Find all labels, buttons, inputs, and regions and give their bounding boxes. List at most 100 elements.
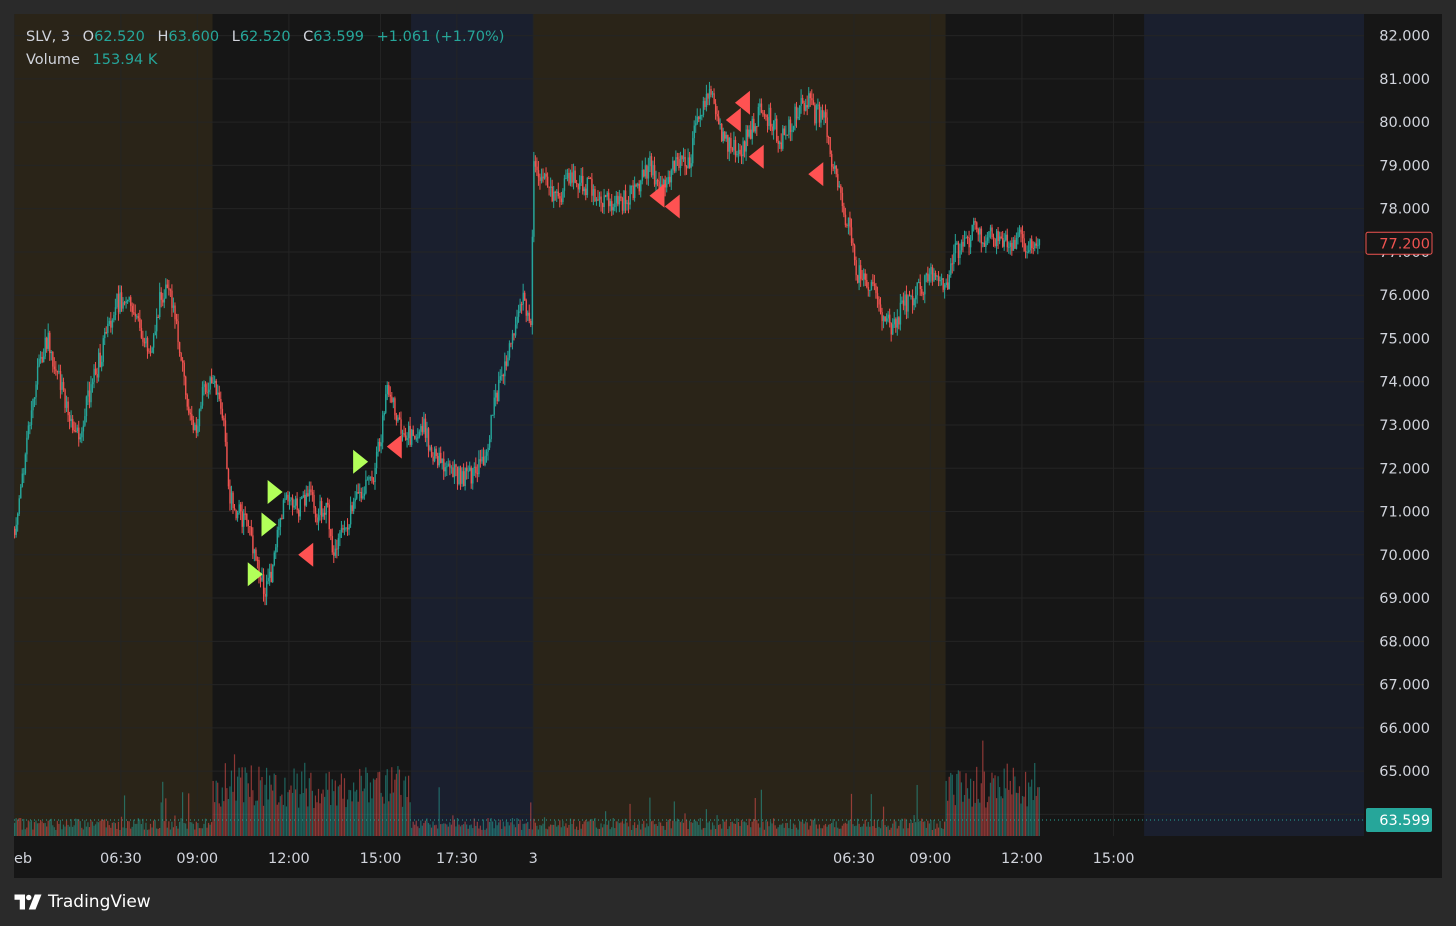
volume-bar [656,826,659,836]
candle-body [395,415,398,421]
volume-bar [835,821,837,836]
candle-body [574,170,576,184]
candle-body [898,317,900,325]
candle-body [56,370,59,373]
candle-body [517,311,520,317]
volume-bar [157,828,159,836]
high-key: H [157,29,169,45]
candle-body [620,196,622,199]
chart-frame[interactable]: 82.00081.00080.00079.00078.00077.00076.0… [14,14,1442,878]
candle-body [510,343,512,345]
volume-bar [571,823,573,836]
candle-body [114,307,117,316]
volume-bar [980,783,982,836]
candle-body [714,103,717,115]
price-chart[interactable]: 82.00081.00080.00079.00078.00077.00076.0… [14,14,1442,878]
candle-body [356,492,358,499]
volume-bar [966,788,969,836]
candle-body [699,115,702,120]
candle-body [911,296,914,306]
candle-body [443,458,445,472]
volume-bar [23,818,25,836]
volume-bar [756,819,758,836]
candle-body [889,314,891,324]
candle-body [203,384,205,387]
candle-body [180,352,182,361]
volume-bar [750,827,752,836]
volume-bar [340,773,343,836]
candle-body [915,295,917,300]
volume-bar [901,818,903,836]
volume-bar [392,792,394,836]
volume-bar [212,780,214,836]
volume-bar [365,767,367,836]
candle-body [142,337,144,342]
volume-bar [218,803,220,836]
volume-bar [640,829,642,836]
candle-body [35,384,37,398]
candle-body [643,170,645,177]
volume-bar [331,779,333,836]
volume-bar [905,819,908,836]
candle-body [876,293,879,300]
candle-body [638,183,641,192]
candle-body [327,502,329,505]
brand[interactable]: TradingView [14,890,151,914]
candle-body [1018,229,1021,233]
volume-bar [308,778,310,836]
time-tick-label: 15:00 [1093,851,1135,867]
volume-bar [372,778,375,836]
candle-body [696,116,699,124]
candle-body [435,448,437,457]
candle-body [224,420,227,442]
candle-body [259,577,262,581]
volume-bar [325,773,327,836]
candle-body [777,141,779,144]
volume-bar [44,822,46,836]
candle-body [1000,236,1002,239]
candle-body [612,207,615,211]
candle-body [293,505,295,508]
volume-bar [307,806,309,836]
volume-bar [411,827,413,836]
candle-body [360,491,363,499]
volume-bar [611,827,613,836]
candle-body [354,498,356,502]
candle-body [716,114,718,117]
candle-body [394,398,396,416]
candle-body [453,464,456,478]
volume-bar [814,818,816,836]
candle-body [317,515,320,523]
volume-bar [676,818,678,836]
candle-body [771,126,773,131]
candle-body [994,238,996,247]
volume-bar [76,819,78,836]
candle-body [99,352,101,368]
candle-body [287,494,289,502]
volume-bar [501,828,503,836]
candle-body [84,416,86,426]
volume-bar [174,815,176,836]
candle-body [940,278,943,280]
candle-body [75,430,77,432]
volume-bar [363,788,365,836]
candle-body [233,508,236,511]
volume-bar [585,819,587,836]
volume-bar [476,821,478,836]
candle-body [884,316,886,322]
volume-bar [235,800,237,836]
volume-bar [682,822,685,836]
volume-label[interactable]: Volume [26,52,80,68]
candle-body [38,358,40,367]
candle-body [160,292,163,300]
symbol-label[interactable]: SLV, 3 [26,29,71,45]
candle-body [495,392,497,398]
candle-body [1035,243,1038,246]
volume-bar [441,823,443,836]
candle-body [111,320,114,328]
volume-bar [844,822,846,836]
candle-body [656,179,659,182]
volume-bar [736,818,738,836]
candle-body [918,282,920,284]
candle-body [818,104,821,123]
